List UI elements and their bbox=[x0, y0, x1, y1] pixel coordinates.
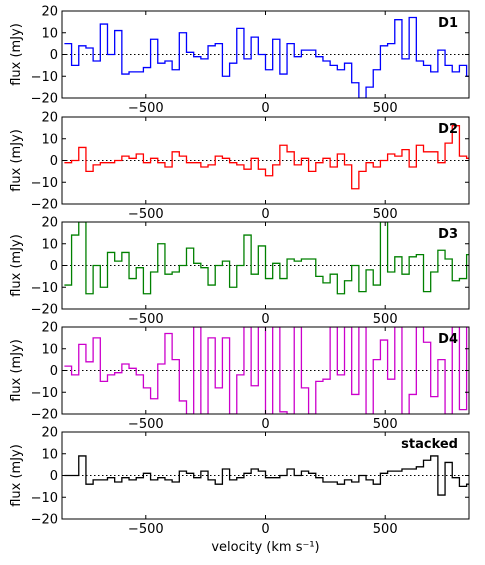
x-tick-label: 0 bbox=[261, 522, 269, 537]
y-axis-label: flux (mJy) bbox=[9, 23, 24, 86]
panel-label: D4 bbox=[438, 332, 458, 347]
panel-label: D3 bbox=[438, 227, 458, 242]
y-tick-label: 10 bbox=[41, 447, 58, 462]
panel-d2: −20 −10 0 10 20 −500 0 500 D2 flux (mJy) bbox=[9, 111, 470, 222]
x-tick-label: −500 bbox=[128, 312, 164, 327]
y-axis-label: flux (mJy) bbox=[9, 129, 24, 192]
y-tick-label: −10 bbox=[31, 281, 58, 296]
y-tick-label: −20 bbox=[31, 198, 58, 213]
series-line-d2 bbox=[64, 125, 469, 190]
x-tick-label: 500 bbox=[373, 207, 398, 222]
y-tick-label: −20 bbox=[31, 303, 58, 318]
y-tick-label: 10 bbox=[41, 342, 58, 357]
panel-d3: −20 −10 0 10 20 −500 0 500 D3 flux (mJy) bbox=[9, 216, 470, 327]
y-axis-label: flux (mJy) bbox=[9, 234, 24, 297]
y-tick-label: 0 bbox=[50, 259, 58, 274]
y-tick-label: 0 bbox=[50, 154, 58, 169]
x-tick-label: −500 bbox=[128, 417, 164, 432]
y-tick-label: −10 bbox=[31, 70, 58, 85]
panel-d1: −20 −10 0 10 20 −500 0 500 D1 flux (mJy) bbox=[9, 5, 470, 116]
y-tick-label: 0 bbox=[50, 364, 58, 379]
y-tick-label: 10 bbox=[41, 26, 58, 41]
x-tick-label: 500 bbox=[373, 312, 398, 327]
x-tick-label: 500 bbox=[373, 417, 398, 432]
y-tick-label: 0 bbox=[50, 48, 58, 63]
y-tick-label: −10 bbox=[31, 176, 58, 191]
panel-label: D2 bbox=[438, 122, 458, 137]
x-tick-label: 0 bbox=[261, 312, 269, 327]
series-line-d1 bbox=[64, 16, 469, 98]
y-tick-label: 10 bbox=[41, 237, 58, 252]
y-tick-label: −20 bbox=[31, 513, 58, 528]
y-axis-label: flux (mJy) bbox=[9, 339, 24, 402]
y-tick-label: 20 bbox=[41, 216, 58, 231]
x-tick-label: −500 bbox=[128, 522, 164, 537]
y-tick-label: −20 bbox=[31, 92, 58, 107]
y-tick-label: 20 bbox=[41, 426, 58, 441]
x-tick-label: 0 bbox=[261, 101, 269, 116]
y-tick-label: 20 bbox=[41, 321, 58, 336]
x-tick-label: 500 bbox=[373, 522, 398, 537]
y-tick-label: 20 bbox=[41, 5, 58, 20]
y-tick-label: −10 bbox=[31, 491, 58, 506]
panel-stacked: −20 −10 0 10 20 −500 0 500 stacked flux (mJy) velo… bbox=[9, 426, 470, 555]
x-tick-label: −500 bbox=[128, 207, 164, 222]
panel-label: D1 bbox=[438, 16, 458, 31]
y-tick-label: −20 bbox=[31, 408, 58, 423]
x-tick-label: −500 bbox=[128, 101, 164, 116]
panel-label: stacked bbox=[401, 437, 458, 452]
series-line-d3 bbox=[64, 222, 469, 295]
x-tick-label: 500 bbox=[373, 101, 398, 116]
y-axis-label: flux (mJy) bbox=[9, 444, 24, 507]
y-tick-label: −10 bbox=[31, 386, 58, 401]
x-axis-label: velocity (km s⁻¹) bbox=[211, 540, 319, 555]
x-tick-label: 0 bbox=[261, 417, 269, 432]
y-tick-label: 0 bbox=[50, 469, 58, 484]
x-tick-label: 0 bbox=[261, 207, 269, 222]
y-tick-label: 20 bbox=[41, 111, 58, 126]
panel-d4: −20 −10 0 10 20 −500 0 500 D4 flux (mJy) bbox=[9, 321, 470, 432]
y-tick-label: 10 bbox=[41, 132, 58, 147]
series-line-stacked bbox=[64, 455, 469, 496]
series-line-d4 bbox=[64, 327, 469, 414]
